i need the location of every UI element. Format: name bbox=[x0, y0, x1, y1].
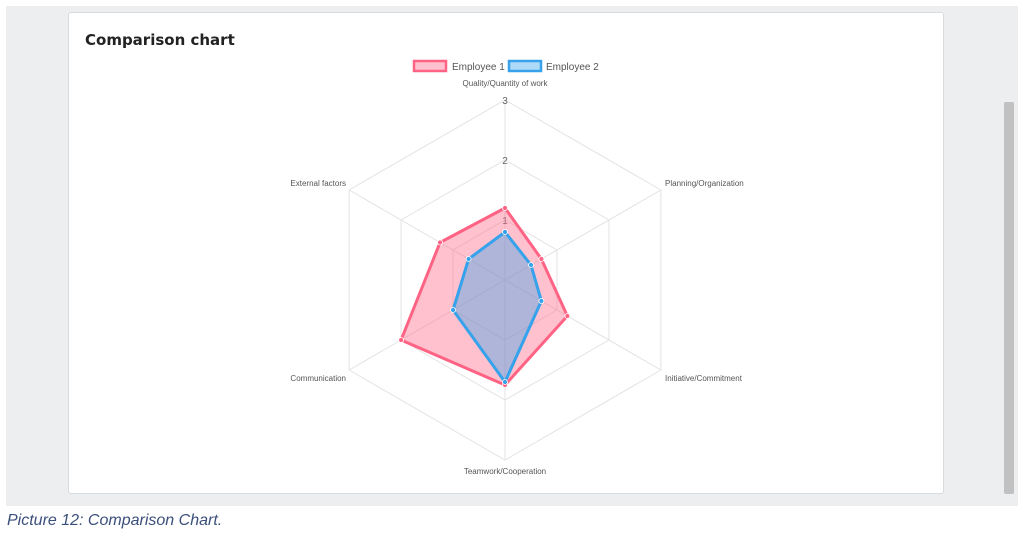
tick-label-3: 3 bbox=[502, 96, 508, 107]
category-label-1: Planning/Organization bbox=[665, 179, 744, 188]
tick-label-2: 2 bbox=[502, 156, 508, 167]
series-1-point-2[interactable] bbox=[564, 313, 571, 319]
figure-caption: Picture 12: Comparison Chart. bbox=[7, 512, 223, 529]
series-2-point-1[interactable] bbox=[528, 262, 534, 268]
series-2-point-0[interactable] bbox=[502, 229, 508, 235]
grid-spoke-2 bbox=[504, 279, 662, 371]
category-label-0: Quality/Quantity of work bbox=[463, 79, 549, 88]
legend-swatch-2[interactable] bbox=[507, 59, 543, 73]
category-label-4: Communication bbox=[290, 374, 346, 383]
tick-label-1: 1 bbox=[502, 216, 508, 227]
category-label-5: External factors bbox=[290, 179, 346, 188]
category-label-2: Initiative/Commitment bbox=[665, 374, 743, 383]
legend-label-1[interactable]: Employee 1 bbox=[452, 62, 505, 73]
series-1-point-1[interactable] bbox=[538, 256, 545, 262]
series-2-point-5[interactable] bbox=[465, 256, 472, 262]
card-title: Comparison chart bbox=[85, 31, 235, 49]
radar-labels: Quality/Quantity of work Planning/Organiz… bbox=[290, 79, 743, 476]
radar-series bbox=[398, 205, 571, 388]
series-2-point-4[interactable] bbox=[450, 307, 456, 313]
series-1-point-4[interactable] bbox=[398, 337, 404, 343]
comparison-chart-card: Comparison chart bbox=[68, 12, 944, 494]
legend-swatch-1[interactable] bbox=[412, 59, 448, 73]
app-viewport: Comparison chart bbox=[6, 6, 1018, 506]
series-1-point-0[interactable] bbox=[502, 205, 508, 211]
scrollbar-thumb[interactable] bbox=[1004, 102, 1014, 494]
chart-legend[interactable]: Employee 1 Employee 2 bbox=[412, 59, 599, 73]
radar-chart: 1 2 3 Quality/Quantity of work Planning/Org… bbox=[290, 59, 744, 476]
series-2-point-3[interactable] bbox=[502, 379, 508, 385]
series-1-point-5[interactable] bbox=[437, 239, 443, 246]
grid-spoke-4 bbox=[348, 279, 506, 371]
grid-spoke-5 bbox=[348, 189, 506, 281]
legend-label-2[interactable]: Employee 2 bbox=[546, 62, 599, 73]
series-2-point-2[interactable] bbox=[538, 298, 545, 304]
category-label-3: Teamwork/Cooperation bbox=[464, 467, 546, 476]
